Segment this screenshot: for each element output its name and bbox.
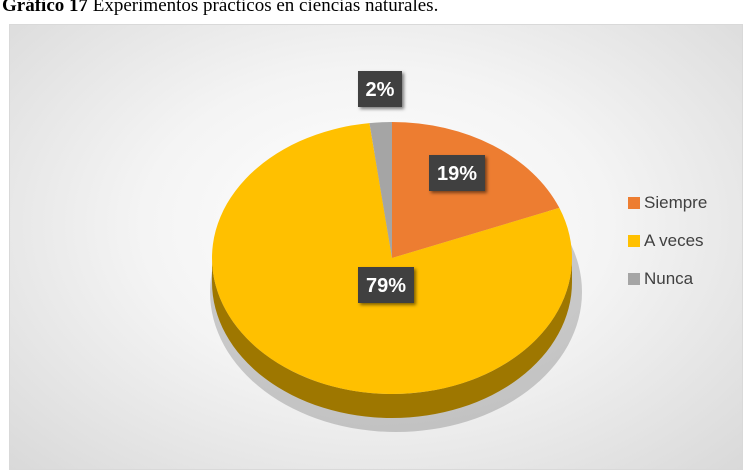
legend-label: A veces [644,231,704,250]
figure-caption: Gráfico 17 Experimentos prácticos en cie… [2,0,438,16]
svg-text:19%: 19% [437,163,477,185]
legend-swatch [628,273,640,285]
legend-item-a-veces: A veces [628,228,707,254]
data-label-siempre: 19% [429,155,485,191]
legend-swatch [628,197,640,209]
legend-label: Siempre [644,193,708,212]
svg-text:2%: 2% [366,79,395,101]
data-label-nunca: 2% [358,71,402,107]
legend: Siempre A veces Nunca [628,190,707,304]
legend-item-siempre: Siempre [628,190,707,216]
legend-item-nunca: Nunca [628,266,707,292]
data-label-a-veces: 79% [358,267,414,303]
slice-side-a-veces [212,258,572,418]
svg-text:79%: 79% [366,275,406,297]
caption-text: Experimentos prácticos en ciencias natur… [88,0,439,16]
legend-label: Nunca [644,269,694,288]
slice-nunca [369,122,392,258]
caption-prefix: Gráfico 17 [2,0,89,16]
slice-a-veces [212,123,572,395]
legend-swatch [628,235,640,247]
